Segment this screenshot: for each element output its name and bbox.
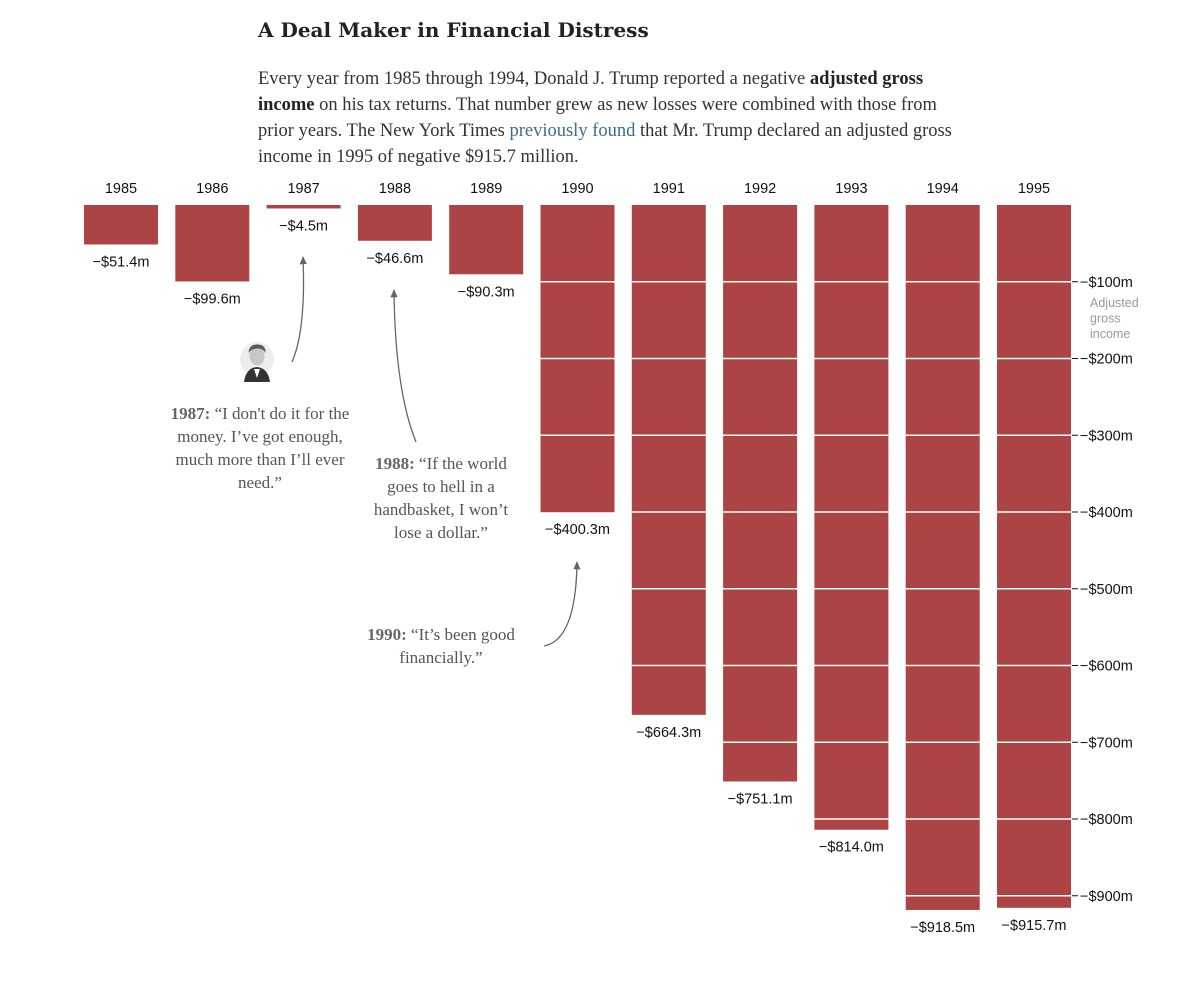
y-axis-title-line: income	[1090, 327, 1130, 341]
year-label-1989: 1989	[470, 181, 502, 197]
bar-1994	[905, 205, 980, 910]
year-label-1990: 1990	[561, 181, 593, 197]
year-label-1985: 1985	[105, 181, 137, 197]
chart-title: A Deal Maker in Financial Distress	[258, 18, 649, 42]
annotation-1987-year: 1987:	[170, 404, 211, 423]
value-label-1995: −$915.7m	[1002, 918, 1067, 934]
value-label-1993: −$814.0m	[819, 840, 884, 856]
bar-1995	[997, 205, 1071, 908]
y-tick-label-2: −$300m	[1080, 428, 1133, 444]
bar-1986	[175, 205, 250, 282]
previously-found-link[interactable]: previously found	[509, 121, 636, 141]
annotation-1987: 1987: “I don't do it for the money. I’ve…	[162, 402, 358, 494]
y-tick-label-8: −$900m	[1080, 889, 1133, 905]
bar-1993	[814, 205, 889, 830]
intro-bold-term: adjusted gross income	[258, 69, 924, 115]
value-label-1985: −$51.4m	[93, 254, 150, 270]
year-label-1995: 1995	[1018, 181, 1050, 197]
y-tick-label-7: −$800m	[1080, 812, 1133, 828]
agi-bar-chart: 1985 −$51.4m 1986 −$99.6m 1987 −$4.5m 1988 −$46…	[84, 181, 1139, 936]
y-tick-label-1: −$200m	[1080, 352, 1133, 368]
bar-1988	[357, 205, 432, 241]
intro-text-3: that Mr. Trump declared an adjusted gros…	[258, 121, 952, 167]
year-label-1994: 1994	[927, 181, 959, 197]
value-label-1988: −$46.6m	[366, 251, 423, 267]
y-tick-label-5: −$600m	[1080, 659, 1133, 675]
annotation-1987-quote: “I don't do it for the money. I’ve got e…	[175, 404, 350, 492]
year-label-1992: 1992	[744, 181, 776, 197]
annotation-1988-quote: “If the world goes to hell in a handbask…	[373, 454, 509, 542]
year-label-1988: 1988	[379, 181, 411, 197]
bar-1991	[631, 205, 706, 715]
year-label-1993: 1993	[835, 181, 867, 197]
y-tick-label-3: −$400m	[1080, 505, 1133, 521]
bar-1992	[723, 205, 798, 782]
y-tick-label-6: −$700m	[1080, 735, 1133, 751]
value-label-1991: −$664.3m	[636, 725, 701, 741]
year-label-1991: 1991	[653, 181, 685, 197]
bar-1985	[84, 205, 158, 245]
trump-portrait-icon	[240, 342, 274, 382]
y-tick-label-4: −$500m	[1080, 582, 1133, 598]
y-axis-title-line: gross	[1090, 311, 1121, 325]
value-label-1989: −$90.3m	[458, 284, 515, 300]
value-label-1992: −$751.1m	[728, 791, 793, 807]
y-tick-label-0: −$100m	[1080, 275, 1133, 291]
annotation-1990-year: 1990:	[367, 625, 407, 644]
intro-text-2: on his tax returns. That number grew as …	[258, 95, 937, 141]
value-label-1986: −$99.6m	[184, 291, 241, 307]
bar-1989	[449, 205, 524, 275]
bar-1987	[266, 205, 341, 209]
annotation-1990: 1990: “It’s been good financially.”	[356, 623, 526, 669]
year-label-1986: 1986	[196, 181, 228, 197]
value-label-1987: −$4.5m	[279, 218, 328, 234]
y-axis-title-line: Adjusted	[1090, 296, 1139, 310]
value-label-1994: −$918.5m	[910, 920, 975, 936]
annotation-1990-quote: “It’s been good financially.”	[399, 625, 515, 667]
intro-text-1: Every year from 1985 through 1994, Donal…	[258, 69, 810, 89]
annotation-1988: 1988: “If the world goes to hell in a ha…	[362, 452, 520, 544]
annotation-1988-year: 1988:	[375, 454, 415, 473]
year-label-1987: 1987	[287, 181, 319, 197]
intro-paragraph: Every year from 1985 through 1994, Donal…	[258, 66, 958, 170]
value-label-1990: −$400.3m	[545, 522, 610, 538]
